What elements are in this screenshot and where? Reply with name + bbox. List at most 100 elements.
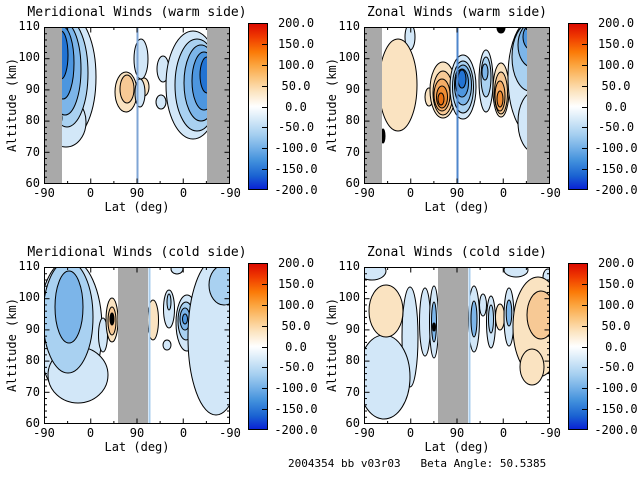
- colorbar-label: -150.0: [594, 162, 638, 177]
- colorbar-label: 100.0: [277, 57, 315, 72]
- colorbar-label: -150.0: [594, 402, 638, 417]
- y-tick-label: 60: [25, 416, 40, 430]
- x-tick-label: -90: [353, 426, 375, 440]
- x-tick-label: 90: [449, 186, 465, 200]
- contour-region: [503, 267, 529, 278]
- footer-annotation: 2004354 bb v03r03 Beta Angle: 50.5385: [288, 457, 547, 470]
- contour-region: [479, 293, 487, 317]
- panel-title: Zonal Winds (warm side): [366, 5, 547, 20]
- x-tick-label: -90: [219, 426, 241, 440]
- x-tick-label: 0: [406, 426, 415, 440]
- contour-region: [488, 304, 494, 334]
- contour-plot: [364, 27, 550, 184]
- colorbar-label: -50.0: [597, 120, 635, 135]
- y-tick-label: 70: [345, 384, 360, 399]
- y-tick-label: 80: [345, 113, 360, 128]
- contour-region: [170, 267, 184, 275]
- y-tick-label: 100: [338, 290, 360, 305]
- y-tick-label: 110: [18, 259, 40, 273]
- colorbar-label: 50.0: [281, 318, 311, 333]
- y-axis-label: Altitude (km): [325, 58, 339, 152]
- contour-canvas: [364, 27, 550, 184]
- colorbar-tick: [262, 64, 267, 66]
- colorbar-label: 0.0: [285, 99, 307, 114]
- y-tick-label: 90: [25, 81, 40, 96]
- colorbar-tick: [262, 409, 267, 411]
- x-tick-label: -90: [33, 426, 55, 440]
- colorbar-tick: [582, 367, 587, 369]
- contour-region: [457, 69, 467, 89]
- contour-region: [378, 38, 418, 132]
- y-tick-label: 70: [25, 144, 40, 159]
- contour-canvas: [364, 267, 550, 424]
- colorbar-label: 50.0: [601, 318, 631, 333]
- colorbar-tick: [582, 148, 587, 150]
- colorbar-label: 200.0: [597, 256, 635, 270]
- colorbar-label: -50.0: [277, 120, 315, 135]
- colorbar-label: -200.0: [274, 423, 318, 437]
- x-tick-label: 0: [86, 426, 95, 440]
- x-tick-label: -90: [219, 186, 241, 200]
- contour-region: [495, 303, 505, 331]
- colorbar-label: -100.0: [594, 381, 638, 396]
- colorbar-label: 200.0: [597, 16, 635, 30]
- contour-region: [505, 299, 513, 327]
- colorbar-tick: [262, 43, 267, 45]
- contour-core: [432, 322, 436, 332]
- colorbar-tick: [582, 409, 587, 411]
- colorbar-tick: [262, 106, 267, 108]
- colorbar-label: 150.0: [597, 36, 635, 51]
- data-gap-band: [44, 27, 62, 184]
- y-tick-label: 60: [345, 176, 360, 190]
- data-gap-band: [207, 27, 230, 184]
- y-tick-label: 110: [338, 259, 360, 273]
- y-tick-label: 70: [345, 144, 360, 159]
- contour-region: [526, 290, 550, 340]
- y-tick-label: 110: [338, 19, 360, 33]
- contour-plot: [364, 267, 550, 424]
- colorbar-tick: [582, 304, 587, 306]
- colorbar-label: -50.0: [597, 360, 635, 375]
- colorbar-label: 50.0: [281, 78, 311, 93]
- x-axis-label: Lat (deg): [424, 440, 490, 454]
- colorbar-tick: [262, 388, 267, 390]
- contour-region: [208, 267, 230, 306]
- y-tick-label: 90: [345, 321, 360, 336]
- data-gap-band: [364, 27, 382, 184]
- y-tick-label: 100: [18, 50, 40, 65]
- colorbar-label: 150.0: [277, 276, 315, 291]
- colorbar-label: 200.0: [277, 256, 315, 270]
- colorbar-label: -150.0: [274, 402, 318, 417]
- contour-region: [519, 348, 545, 386]
- colorbar-label: -100.0: [274, 141, 318, 156]
- colorbar-tick: [582, 283, 587, 285]
- colorbar-label: -100.0: [594, 141, 638, 156]
- colorbar-tick: [582, 106, 587, 108]
- x-tick-label: 90: [129, 426, 145, 440]
- colorbar-label: 50.0: [601, 78, 631, 93]
- y-tick-label: 90: [345, 81, 360, 96]
- y-tick-label: 60: [25, 176, 40, 190]
- x-tick-label: 0: [499, 186, 508, 200]
- x-tick-label: -90: [33, 186, 55, 200]
- colorbar-tick: [262, 283, 267, 285]
- colorbar-label: -200.0: [274, 183, 318, 197]
- x-tick-label: 0: [86, 186, 95, 200]
- colorbar-label: 0.0: [605, 339, 627, 354]
- contour-region: [364, 267, 387, 281]
- colorbar-tick: [582, 85, 587, 87]
- contour-region: [481, 63, 489, 81]
- colorbar-label: -100.0: [274, 381, 318, 396]
- panel-zonal-warm: Zonal Winds (warm side) Altitude (km) La…: [320, 0, 640, 240]
- colorbar-tick: [582, 64, 587, 66]
- x-tick-label: -90: [353, 186, 375, 200]
- data-gap-band: [438, 267, 468, 424]
- panel-title: Meridional Winds (cold side): [27, 245, 247, 260]
- colorbar-tick: [582, 127, 587, 129]
- contour-region: [419, 287, 431, 357]
- colorbar-tick: [582, 388, 587, 390]
- colorbar-label: -50.0: [277, 360, 315, 375]
- contour-region: [496, 90, 504, 108]
- colorbar-tick: [262, 346, 267, 348]
